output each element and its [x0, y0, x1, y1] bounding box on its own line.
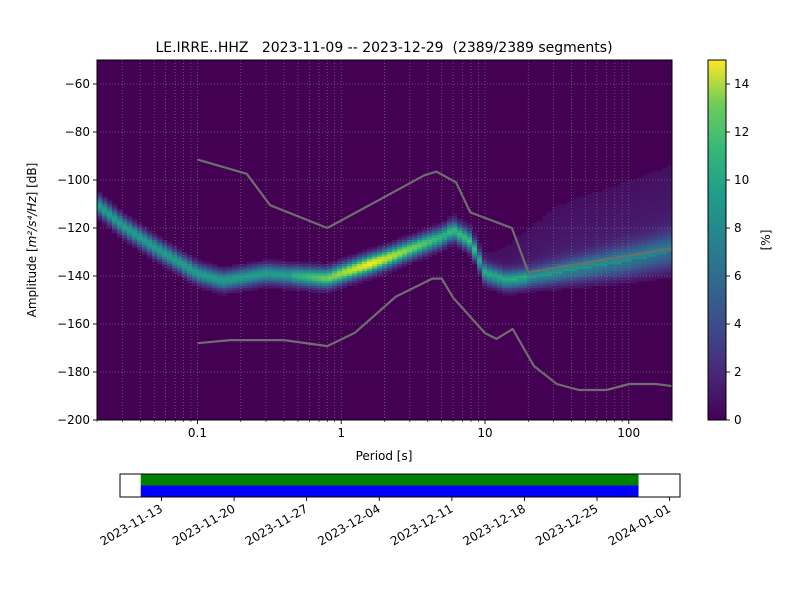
x-tick-label: 1 — [337, 426, 345, 440]
timeline-frame — [119, 473, 681, 498]
y-axis-label-prefix: Amplitude [ — [25, 247, 39, 317]
timeline-tick-label: 2023-11-13 — [98, 501, 165, 548]
colorbar: 0 2 4 6 8 10 12 14 [%] — [707, 59, 773, 427]
timeline-ticks: 2023-11-13 2023-11-20 2023-11-27 2023-12-04… — [98, 497, 673, 548]
low-noise-model-curve — [197, 277, 672, 392]
colorbar-tick-label: 6 — [734, 269, 742, 283]
colorbar-gradient — [707, 59, 727, 421]
y-axis-label-suffix: ] [dB] — [25, 163, 39, 197]
y-tick-label: −140 — [57, 269, 90, 283]
colorbar-tick-label: 2 — [734, 365, 742, 379]
y-axis-label: Amplitude [m²/s⁴/Hz] [dB] — [25, 163, 39, 318]
colorbar-tick-label: 12 — [734, 125, 749, 139]
noise-model-curves — [197, 158, 672, 392]
y-tick-label: −200 — [57, 413, 90, 427]
colorbar-ticks: 0 2 4 6 8 10 12 14 — [726, 77, 749, 427]
colorbar-tick-label: 0 — [734, 413, 742, 427]
y-tick-label: −160 — [57, 317, 90, 331]
timeline-tick-label: 2023-11-20 — [170, 501, 237, 548]
chart-title: LE.IRRE..HHZ 2023-11-09 -- 2023-12-29 (2… — [155, 40, 612, 56]
x-tick-label: 100 — [617, 426, 640, 440]
timeline-tick-label: 2023-12-18 — [461, 501, 528, 548]
y-tick-label: −80 — [65, 125, 90, 139]
y-tick-label: −120 — [57, 221, 90, 235]
colorbar-tick-label: 14 — [734, 77, 749, 91]
colorbar-tick-label: 8 — [734, 221, 742, 235]
colorbar-tick-label: 4 — [734, 317, 742, 331]
y-axis-label-units: m²/s⁴/Hz — [25, 196, 39, 248]
x-tick-label: 0.1 — [188, 426, 207, 440]
x-axis-label: Period [s] — [356, 449, 413, 463]
timeline-tick-label: 2023-12-25 — [533, 501, 600, 548]
psd-plot-area — [96, 59, 673, 421]
x-axis-ticks: 0.1 1 10 100 — [96, 420, 673, 440]
colorbar-label: [%] — [759, 230, 773, 251]
timeline-tick-label: 2024-01-01 — [606, 501, 673, 548]
timeline-tick-label: 2023-12-04 — [315, 501, 382, 548]
timeline-tick-label: 2023-11-27 — [243, 501, 310, 548]
y-tick-label: −180 — [57, 365, 90, 379]
y-tick-label: −100 — [57, 173, 90, 187]
y-tick-label: −60 — [65, 77, 90, 91]
x-tick-label: 10 — [477, 426, 492, 440]
timeline-segment — [140, 474, 639, 486]
timeline-segments — [140, 474, 639, 497]
coverage-timeline: 2023-11-13 2023-11-20 2023-11-27 2023-12-04… — [98, 473, 681, 548]
y-axis-ticks: −60 −80 −100 −120 −140 −160 −180 −200 — [57, 77, 97, 427]
high-noise-model-curve — [197, 158, 672, 274]
timeline-segment — [140, 485, 639, 497]
colorbar-tick-label: 10 — [734, 173, 749, 187]
grid-lines — [96, 60, 673, 421]
timeline-tick-label: 2023-12-11 — [388, 501, 455, 548]
